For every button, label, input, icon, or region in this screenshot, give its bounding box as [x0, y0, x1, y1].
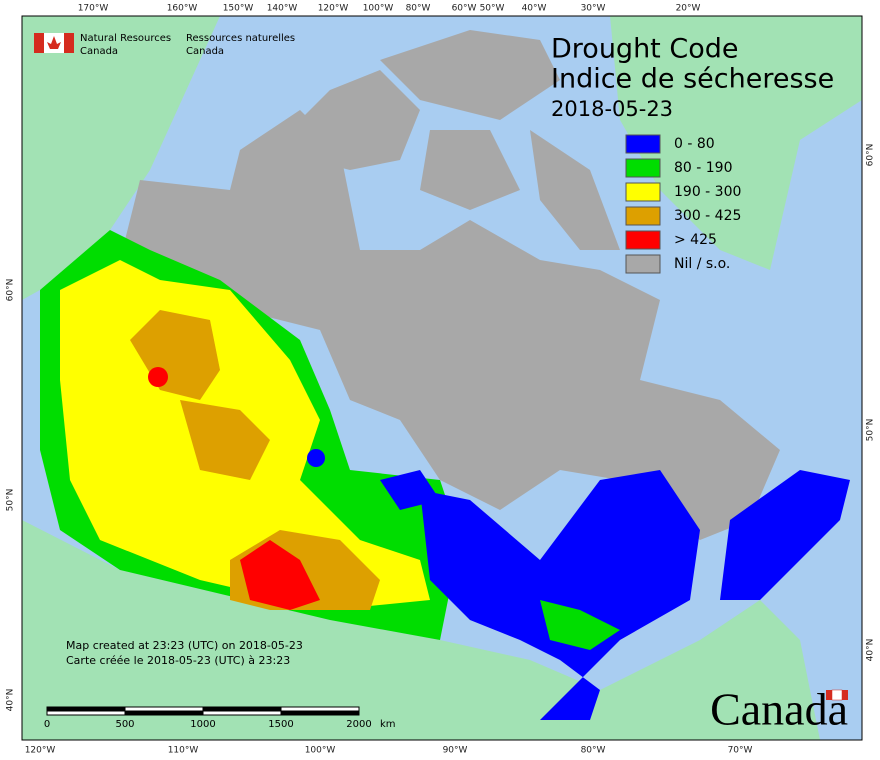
legend-swatch: [625, 158, 661, 178]
legend-swatch: [625, 206, 661, 226]
title-date: 2018-05-23: [551, 97, 673, 121]
legend-label: 80 - 190: [674, 160, 733, 176]
top-graticule-label: 60°W: [452, 4, 477, 14]
scale-unit: km: [380, 719, 396, 730]
country-en: Canada: [80, 46, 118, 57]
top-graticule-label: 150°W: [223, 4, 254, 14]
legend-swatch: [625, 182, 661, 202]
bottom-graticule-label: 100°W: [305, 746, 336, 756]
scale-tick-label: 1500: [268, 719, 293, 730]
left-graticule-label: 60°N: [6, 279, 16, 302]
agency-fr: Ressources naturelles: [186, 33, 295, 44]
frame: [21, 15, 863, 741]
legend-label: 300 - 425: [674, 208, 741, 224]
scale-tick-label: 2000: [346, 719, 371, 730]
alaska: [22, 16, 220, 300]
bottom-graticule-label: 110°W: [168, 746, 199, 756]
legend-swatch: [625, 134, 661, 154]
credit-fr: Carte créée le 2018-05-23 (UTC) à 23:23: [66, 654, 290, 667]
bottom-graticule-label: 70°W: [728, 746, 753, 756]
legend-label: 190 - 300: [674, 184, 741, 200]
scale-tick-label: 500: [115, 719, 134, 730]
canada-nil: [120, 30, 780, 540]
agency-en: Natural Resources: [80, 33, 171, 44]
top-graticule-label: 170°W: [78, 4, 109, 14]
top-graticule-label: 100°W: [363, 4, 394, 14]
legend-label: > 425: [674, 232, 717, 248]
right-graticule-label: 60°N: [866, 144, 876, 167]
legend-swatch: [625, 230, 661, 250]
wordmark: Canada: [710, 684, 848, 735]
top-graticule-label: 80°W: [406, 4, 431, 14]
top-graticule-label: 40°W: [522, 4, 547, 14]
scale-tick-label: 0: [44, 719, 50, 730]
legend-label: Nil / s.o.: [674, 256, 730, 272]
left-graticule-label: 50°N: [6, 489, 16, 512]
top-graticule-label: 120°W: [318, 4, 349, 14]
right-graticule-label: 50°N: [866, 419, 876, 442]
flag-logo: [34, 33, 848, 701]
usa: [22, 520, 820, 740]
title-line1: Drought Code: [551, 34, 738, 65]
top-graticule-label: 160°W: [167, 4, 198, 14]
bottom-graticule-label: 120°W: [25, 746, 56, 756]
bottom-graticule-label: 90°W: [443, 746, 468, 756]
right-graticule-label: 40°N: [866, 639, 876, 662]
top-graticule-label: 140°W: [267, 4, 298, 14]
scale-tick-label: 1000: [190, 719, 215, 730]
legend-swatch: [625, 254, 661, 274]
greenland: [610, 16, 862, 270]
top-graticule-label: 20°W: [676, 4, 701, 14]
scale-bar: [46, 706, 360, 716]
country-fr: Canada: [186, 46, 224, 57]
top-graticule-label: 30°W: [581, 4, 606, 14]
drought-zones: [40, 230, 850, 720]
legend-label: 0 - 80: [674, 136, 715, 152]
left-graticule-label: 40°N: [6, 689, 16, 712]
bottom-graticule-label: 80°W: [581, 746, 606, 756]
top-graticule-label: 50°W: [480, 4, 505, 14]
title-line2: Indice de sécheresse: [551, 64, 834, 95]
credit-en: Map created at 23:23 (UTC) on 2018-05-23: [66, 639, 303, 652]
